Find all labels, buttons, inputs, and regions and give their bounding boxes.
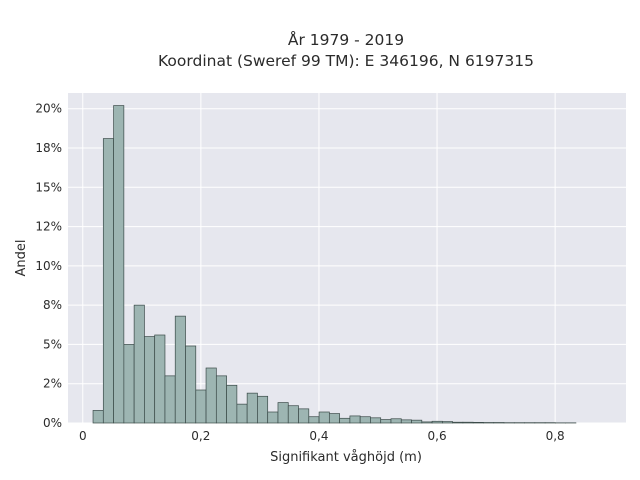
histogram-bar xyxy=(154,334,166,424)
histogram-bar xyxy=(328,413,340,424)
histogram-bar xyxy=(442,421,453,424)
y-tick-label: 12% xyxy=(35,220,62,234)
histogram-bar xyxy=(113,105,125,424)
x-axis-title: Signifikant våghöjd (m) xyxy=(270,450,422,465)
histogram-bar xyxy=(390,418,402,424)
histogram-bar xyxy=(102,138,114,424)
y-tick-label: 15% xyxy=(35,180,62,194)
histogram-bar xyxy=(257,395,269,424)
histogram-bar xyxy=(462,421,474,424)
histogram-bar xyxy=(472,422,484,424)
histogram-bar xyxy=(452,421,464,424)
y-tick-label: 5% xyxy=(43,337,62,351)
x-tick-label: 0,4 xyxy=(309,429,328,443)
histogram-bar xyxy=(298,408,310,424)
histogram-bar xyxy=(380,419,392,424)
histogram-bar xyxy=(195,389,207,424)
histogram-bar xyxy=(226,384,238,424)
histogram-bar xyxy=(359,416,371,424)
histogram-bar xyxy=(318,411,330,424)
histogram-bar xyxy=(144,336,156,424)
histogram-bar xyxy=(205,367,217,424)
y-tick-label: 2% xyxy=(43,377,62,391)
histogram-bar xyxy=(174,315,186,424)
histogram-bar xyxy=(400,419,412,424)
chart-title-line-1: År 1979 - 2019 xyxy=(288,30,404,49)
x-tick-label: 0 xyxy=(79,429,87,443)
histogram-bar xyxy=(431,420,443,424)
histogram-bar xyxy=(236,403,248,424)
y-tick-label: 8% xyxy=(43,298,62,312)
histogram-bar xyxy=(246,392,258,424)
histogram-bar xyxy=(267,411,279,424)
x-tick-label: 0,2 xyxy=(191,429,210,443)
histogram-bar xyxy=(421,421,433,424)
y-tick-label: 0% xyxy=(43,416,62,430)
x-tick-label: 0,8 xyxy=(546,429,565,443)
y-tick-label: 20% xyxy=(35,102,62,116)
histogram-bar xyxy=(370,417,382,424)
chart-title-line-2: Koordinat (Sweref 99 TM): E 346196, N 61… xyxy=(158,52,534,70)
histogram-bar xyxy=(123,344,135,424)
histogram-bar xyxy=(349,415,361,424)
x-tick-label: 0,6 xyxy=(428,429,447,443)
histogram-bar xyxy=(411,419,423,424)
histogram-bar xyxy=(185,345,197,424)
histogram-bars xyxy=(92,105,577,424)
histogram-bar xyxy=(308,416,320,424)
histogram-bar xyxy=(277,402,289,424)
histogram-bar xyxy=(164,375,176,424)
histogram-bar xyxy=(133,304,145,424)
y-tick-label: 18% xyxy=(35,141,62,155)
y-tick-label: 10% xyxy=(35,259,62,273)
y-axis-title: Andel xyxy=(14,240,29,277)
histogram-bar xyxy=(339,417,351,424)
histogram-bar xyxy=(287,405,299,424)
histogram-bar xyxy=(92,410,104,424)
y-axis-ticks: 0% 2% 5% 8% 10% 12% 15% 18% 20% xyxy=(35,102,62,430)
x-axis-ticks: 0 0,2 0,4 0,6 0,8 xyxy=(79,429,565,443)
histogram-bar xyxy=(215,375,227,424)
